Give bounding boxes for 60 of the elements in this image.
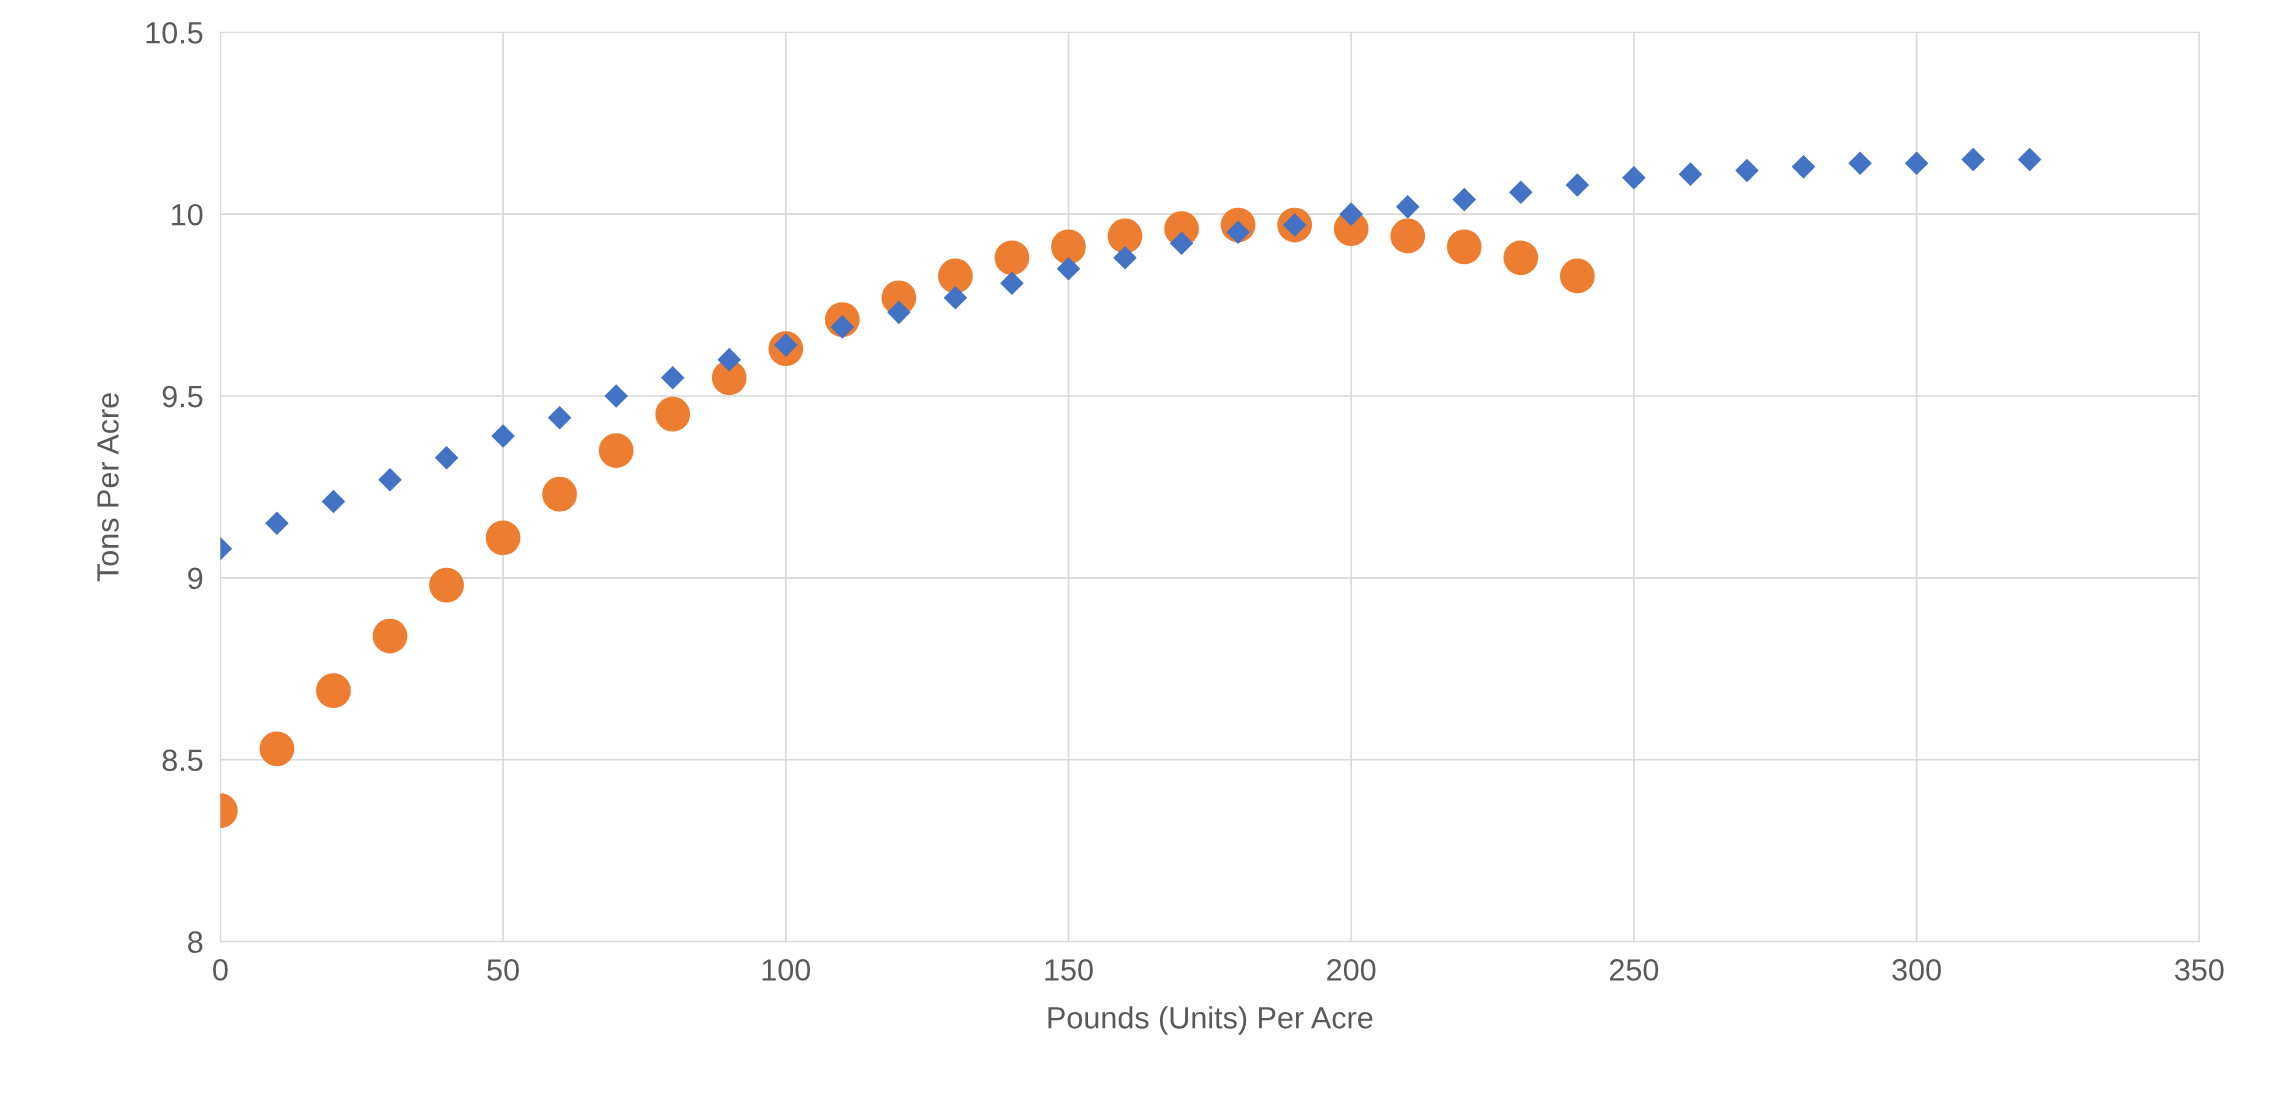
point: [1559, 258, 1595, 294]
x-tick-label: 100: [762, 959, 811, 981]
point: [1051, 229, 1086, 265]
y-tick-label: 8: [188, 931, 203, 953]
point: [717, 348, 741, 372]
x-axis-title: Pounds (Units) Per Acre: [1048, 1006, 1373, 1035]
y-tick-label: 8.5: [162, 749, 203, 772]
point: [491, 424, 515, 448]
point: [1390, 218, 1426, 254]
point: [548, 406, 572, 430]
point: [1396, 195, 1420, 219]
point: [1503, 240, 1539, 276]
y-tick-label: 10: [172, 203, 203, 226]
point: [1565, 173, 1589, 197]
y-tick-label: 9: [188, 567, 203, 590]
y-tick-label: 10.5: [146, 22, 203, 44]
point: [378, 468, 402, 492]
point: [598, 433, 634, 468]
point: [321, 489, 345, 513]
point: [604, 384, 628, 408]
x-tick-label: 200: [1327, 959, 1376, 981]
point: [943, 286, 967, 310]
x-tick-label: 0: [213, 959, 228, 981]
x-tick-label: 250: [1609, 959, 1659, 981]
point: [259, 731, 295, 767]
point: [265, 511, 289, 535]
point: [994, 240, 1030, 276]
point: [1170, 231, 1194, 255]
x-tick-label: 50: [487, 959, 519, 981]
y-tick-label: 9.5: [162, 385, 203, 408]
point: [542, 476, 577, 512]
point: [316, 673, 351, 708]
point: [1339, 202, 1363, 226]
y-axis-title: Tons Per Acre: [97, 393, 119, 582]
point: [1678, 162, 1702, 186]
point: [1000, 271, 1024, 295]
point: [1622, 166, 1646, 190]
point: [485, 520, 521, 556]
point: [1509, 180, 1533, 204]
point: [435, 446, 459, 470]
point: [1446, 229, 1482, 265]
point: [1113, 246, 1137, 270]
point: [429, 567, 464, 603]
point: [1792, 155, 1816, 179]
x-tick-label: 300: [1892, 959, 1941, 981]
point: [1107, 218, 1143, 254]
point: [1056, 257, 1080, 281]
point: [887, 300, 911, 324]
point: [1961, 148, 1985, 172]
point: [372, 618, 408, 654]
point: [938, 258, 973, 294]
point: [2018, 148, 2042, 172]
point: [661, 366, 685, 390]
x-tick-label: 150: [1045, 959, 1093, 981]
point: [1848, 151, 1872, 175]
point: [655, 396, 691, 432]
point: [1735, 158, 1759, 182]
x-tick-label: 350: [2174, 959, 2224, 981]
point: [1905, 151, 1929, 175]
point: [1452, 188, 1476, 212]
